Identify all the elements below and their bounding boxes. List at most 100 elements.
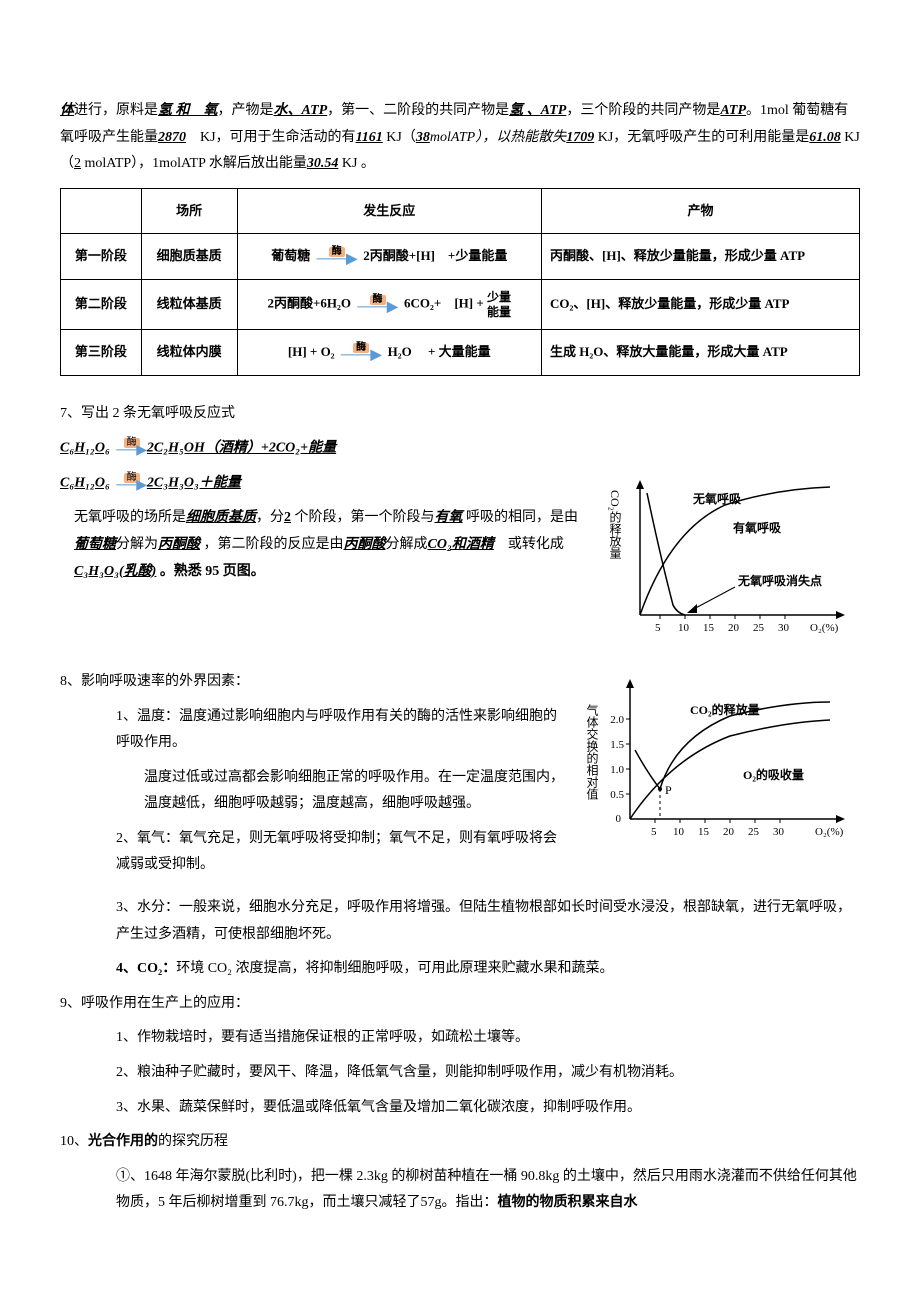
intro-paragraph: 体进行，原料是氢 和 氧，产物是水、ATP，第一、二阶段的共同产物是氢 、ATP…	[60, 98, 860, 178]
intro-t9: ATP	[541, 103, 567, 118]
th-reaction: 发生反应	[237, 188, 542, 234]
xtick: 15	[698, 826, 710, 838]
intro-t11: ATP	[720, 103, 746, 118]
intro-t10: ，三个阶段的共同产物是	[566, 103, 720, 118]
chart1-container: 5 10 15 20 25 30 O₂(%) CO₂的释放量 无氧呼吸 有氧呼吸…	[605, 475, 860, 651]
reaction-cell: [H] + O₂ 酶 ───▶ H₂O + 大量能量	[237, 329, 542, 375]
table-row: 第二阶段 线粒体基质 2丙酮酸+6H₂O 酶 ───▶ 6CO₂+ [H] + …	[61, 280, 860, 330]
intro-t15: 1161	[356, 130, 383, 145]
eq2-right: 2C₃H₃O₃＋能量	[147, 476, 241, 491]
result-cell: 丙酮酸、[H]、释放少量能量，形成少量 ATP	[542, 234, 860, 280]
xtick: 20	[723, 826, 735, 838]
blank: 葡萄糖	[74, 537, 116, 552]
eq1-right: 2C₂H₅OH（酒精）+2CO₂+能量	[147, 441, 336, 456]
respiration-table: 场所 发生反应 产物 第一阶段 细胞质基质 葡萄糖 酶 ───▶ 2丙酮酸+[H…	[60, 188, 860, 376]
ytick: 2.0	[610, 714, 624, 726]
xtick: 5	[651, 826, 657, 838]
section10-item1: ①、1648 年海尔蒙脱(比利时)，把一棵 2.3kg 的柳树苗种植在一桶 90…	[60, 1164, 860, 1217]
stage-cell: 第一阶段	[61, 234, 142, 280]
result-cell: 生成 H₂O、释放大量能量，形成大量 ATP	[542, 329, 860, 375]
xtick: 30	[773, 826, 785, 838]
intro-t6: ATP	[302, 103, 328, 118]
blank: CO₂和酒精	[428, 537, 494, 552]
reactant: 2丙酮酸+6H₂O	[267, 296, 351, 311]
intro-t2: 进行，原料是	[74, 103, 158, 118]
enzyme-arrow-icon: 酶 ───▶	[357, 295, 398, 315]
xlabel: O₂(%)	[810, 622, 839, 634]
arrow-icon: ──▶	[116, 479, 147, 493]
place-cell: 细胞质基质	[141, 234, 237, 280]
curve2-label: 有氧呼吸	[733, 520, 782, 535]
t: 或转化成	[494, 537, 564, 552]
intro-t14: KJ，可用于生命活动的有	[200, 130, 356, 145]
arrow-icon: ───▶	[357, 301, 398, 315]
tick: 5	[655, 622, 661, 634]
plus: +	[476, 296, 483, 311]
curve1-label: CO₂的释放量	[690, 702, 760, 717]
eq2-left: C₆H₁₂O₆	[60, 476, 110, 491]
s10-rest: 的探究历程	[158, 1134, 228, 1149]
section10-title: 10、光合作用的的探究历程	[60, 1129, 860, 1156]
reactant: [H] + O₂	[288, 344, 335, 359]
eq1-left: C₆H₁₂O₆	[60, 441, 110, 456]
place-cell: 线粒体基质	[141, 280, 237, 330]
item4-body: 环境 CO₂ 浓度提高，将抑制细胞呼吸，可用此原理来贮藏水果和蔬菜。	[176, 961, 613, 976]
enzyme-arrow-icon: 酶 ───▶	[341, 343, 382, 363]
blank: 有氧	[435, 510, 463, 525]
t: ，分	[256, 510, 284, 525]
blank: 2	[284, 510, 291, 525]
intro-t17: 38	[416, 130, 430, 145]
enzyme-arrow-icon: 酶 ──▶	[113, 470, 143, 497]
ylabel: 气体交换的相对值	[585, 702, 599, 800]
t: 无氧呼吸的场所是	[74, 510, 186, 525]
intro-t23: 2	[74, 156, 81, 171]
tick: 10	[678, 622, 690, 634]
chart2-container: 0 0.5 1.0 1.5 2.0 5 10 15 20 25 30 O₂(%)…	[585, 674, 860, 855]
xtick: 10	[673, 826, 685, 838]
s10-key: 光合作用的	[88, 1134, 158, 1149]
tick: 20	[728, 622, 740, 634]
arrow-icon: ───▶	[316, 253, 357, 267]
intro-t3: 氢 和 氧	[158, 103, 218, 118]
intro-t25: 30.54	[307, 156, 339, 171]
t: ，第二阶段的反应是由	[204, 537, 344, 552]
curve2-label: O₂的吸收量	[743, 767, 804, 782]
enzyme-arrow-icon: 酶 ───▶	[316, 247, 357, 267]
section9-title: 9、呼吸作用在生产上的应用：	[60, 991, 860, 1018]
intro-t24: molATP），1molATP 水解后放出能量	[85, 156, 307, 171]
products: H₂O + 大量能量	[388, 344, 491, 359]
intro-t19: 1709	[566, 130, 594, 145]
place-cell: 线粒体内膜	[141, 329, 237, 375]
energy-stack: 少量 能量	[487, 290, 511, 319]
intro-t18: molATP），以热能散失	[430, 130, 566, 145]
energy-top: 少量	[487, 290, 511, 304]
t: 。熟悉 95 页图。	[160, 564, 265, 579]
point-label: P	[665, 783, 672, 797]
reaction-cell: 2丙酮酸+6H₂O 酶 ───▶ 6CO₂+ [H] + 少量 能量	[237, 280, 542, 330]
t: 分解成	[386, 537, 428, 552]
reaction-cell: 葡萄糖 酶 ───▶ 2丙酮酸+[H] +少量能量	[237, 234, 542, 280]
blank: 细胞质基质	[186, 510, 256, 525]
section8-item3: 3、水分：一般来说，细胞水分充足，呼吸作用将增强。但陆生植物根部如长时间受水浸没…	[60, 895, 860, 948]
ylabel: CO₂的释放量	[608, 490, 622, 559]
th-product: 产物	[542, 188, 860, 234]
t: 分解为	[116, 537, 158, 552]
th-place: 场所	[141, 188, 237, 234]
tick: 25	[753, 622, 765, 634]
reactant: 葡萄糖	[271, 248, 310, 263]
products: 6CO₂+ [H]	[404, 296, 473, 311]
intro-t8: 氢 、	[509, 103, 541, 118]
intro-t16: KJ（	[386, 130, 416, 145]
blank: 丙酮酸	[158, 537, 200, 552]
products: 2丙酮酸+[H] +少量能量	[363, 248, 507, 263]
table-row: 第一阶段 细胞质基质 葡萄糖 酶 ───▶ 2丙酮酸+[H] +少量能量 丙酮酸…	[61, 234, 860, 280]
section8-item4: 4、CO₂：环境 CO₂ 浓度提高，将抑制细胞呼吸，可用此原理来贮藏水果和蔬菜。	[60, 956, 860, 983]
chart1-svg: 5 10 15 20 25 30 O₂(%) CO₂的释放量 无氧呼吸 有氧呼吸…	[605, 475, 860, 640]
intro-t20: KJ，无氧呼吸产生的可利用能量是	[598, 130, 810, 145]
arrow-icon: ───▶	[341, 349, 382, 363]
intro-t7: ，第一、二阶段的共同产物是	[327, 103, 509, 118]
blank: C₃H₃O₃(乳酸)	[74, 564, 156, 579]
curve3-label: 无氧呼吸消失点	[737, 573, 822, 588]
th-empty	[61, 188, 142, 234]
table-header-row: 场所 发生反应 产物	[61, 188, 860, 234]
